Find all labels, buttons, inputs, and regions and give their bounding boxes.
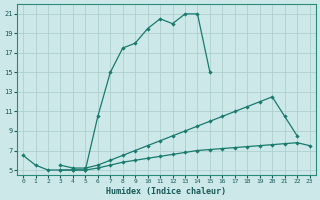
X-axis label: Humidex (Indice chaleur): Humidex (Indice chaleur)	[106, 187, 226, 196]
